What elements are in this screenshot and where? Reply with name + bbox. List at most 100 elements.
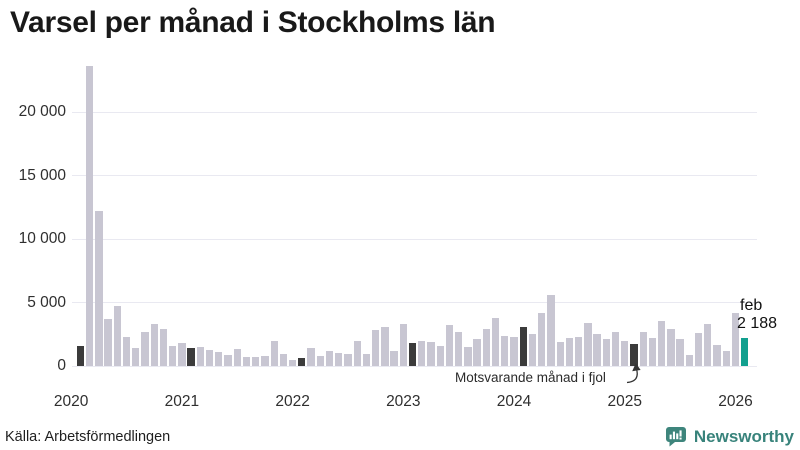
bar-2024-06 xyxy=(556,341,564,366)
bar-2020-02 xyxy=(76,346,85,366)
bar-2025-07 xyxy=(676,338,684,366)
x-tick-label-2020: 2020 xyxy=(53,393,89,410)
bar-2021-03 xyxy=(196,346,204,366)
bar-2022-08 xyxy=(353,340,361,366)
source-note: Källa: Arbetsförmedlingen xyxy=(5,429,171,445)
bar-2020-09 xyxy=(141,332,149,366)
y-tick-label-15000: 15 000 xyxy=(18,166,66,184)
newsworthy-wordmark: Newsworthy xyxy=(693,426,794,446)
bar-2023-02 xyxy=(408,343,417,366)
bar-2024-02 xyxy=(519,326,527,366)
bar-2022-05 xyxy=(325,350,334,366)
bar-2021-02 xyxy=(187,347,195,366)
bar-2020-06 xyxy=(113,305,121,366)
bar-2020-07 xyxy=(122,337,131,366)
bar-2021-10 xyxy=(261,356,269,366)
bar-2022-07 xyxy=(344,353,352,366)
bar-2023-12 xyxy=(501,335,509,366)
bar-2021-05 xyxy=(215,352,223,366)
bar-2023-09 xyxy=(473,338,481,366)
y-tick-label-20000: 20 000 xyxy=(18,103,66,120)
bar-2023-01 xyxy=(399,324,407,366)
bar-2021-08 xyxy=(242,357,251,366)
bar-2025-09 xyxy=(694,333,703,366)
bar-2024-03 xyxy=(528,334,537,367)
bar-2023-05 xyxy=(436,346,444,366)
gridline-0 xyxy=(72,365,757,367)
highlight-month: feb xyxy=(740,297,763,314)
bar-2023-11 xyxy=(491,317,500,366)
x-tick-label-2026: 2026 xyxy=(718,393,753,410)
bar-2021-04 xyxy=(205,349,214,366)
bar-2024-05 xyxy=(547,294,555,366)
bar-2020-04 xyxy=(95,211,103,366)
bar-2022-09 xyxy=(362,353,371,366)
bar-2026-01 xyxy=(731,313,740,366)
gridline-15000 xyxy=(72,175,757,176)
bar-2025-02 xyxy=(630,343,638,366)
bar-2022-03 xyxy=(307,348,315,366)
bar-2025-03 xyxy=(639,332,647,366)
bar-2023-08 xyxy=(464,347,472,366)
x-tick-label-2025: 2025 xyxy=(607,393,642,410)
bar-2024-04 xyxy=(538,313,546,366)
bar-2021-11 xyxy=(270,341,278,366)
bar-2020-08 xyxy=(132,347,140,366)
newsworthy-bubble-icon xyxy=(665,427,686,447)
bar-2025-11 xyxy=(713,345,721,366)
newsworthy-logo[interactable]: Newsworthy xyxy=(665,426,794,447)
bar-2022-04 xyxy=(316,356,324,366)
bar-2023-04 xyxy=(427,341,435,366)
bar-2023-07 xyxy=(455,331,463,366)
highlight-value-label: feb 2 188 xyxy=(737,297,777,333)
bar-2024-07 xyxy=(565,338,574,366)
gridline-20000 xyxy=(72,111,757,113)
y-tick-label-5000: 5 000 xyxy=(27,293,66,311)
bar-2020-03 xyxy=(85,66,94,366)
bar-2021-12 xyxy=(279,353,288,366)
bar-2025-08 xyxy=(685,354,693,366)
bar-2022-02 xyxy=(298,357,306,366)
bar-2023-06 xyxy=(445,325,454,366)
bar-2021-07 xyxy=(233,348,241,366)
bar-2020-11 xyxy=(159,329,168,366)
bar-2023-10 xyxy=(482,329,491,366)
bar-2021-06 xyxy=(224,354,232,366)
bar-2025-10 xyxy=(704,323,712,366)
bar-2022-06 xyxy=(335,353,343,366)
bar-2024-10 xyxy=(593,333,601,366)
bar-2022-01 xyxy=(288,360,297,366)
bar-2021-01 xyxy=(178,342,186,366)
bar-2025-05 xyxy=(658,320,666,366)
bar-2024-01 xyxy=(510,337,518,366)
x-tick-label-2021: 2021 xyxy=(164,393,200,410)
bar-2022-11 xyxy=(381,326,389,366)
bar-2022-12 xyxy=(390,350,398,366)
bar-2024-12 xyxy=(611,332,620,366)
bar-2025-04 xyxy=(648,337,657,366)
bar-2020-05 xyxy=(104,319,112,366)
bar-2020-12 xyxy=(169,345,177,366)
x-tick-label-2022: 2022 xyxy=(275,393,310,410)
gridline-5000 xyxy=(72,302,757,303)
bar-2021-09 xyxy=(252,356,260,366)
annotation-arrow-icon xyxy=(626,363,641,384)
bar-2024-08 xyxy=(574,337,583,366)
bar-2022-10 xyxy=(371,330,380,366)
highlight-value: 2 188 xyxy=(737,315,778,332)
annotation-last-year: Motsvarande månad i fjol xyxy=(455,370,606,385)
bar-2025-12 xyxy=(722,351,730,366)
gridline-10000 xyxy=(72,238,757,240)
x-tick-label-2023: 2023 xyxy=(386,393,421,410)
y-tick-label-10000: 10 000 xyxy=(18,230,66,247)
x-tick-label-2024: 2024 xyxy=(496,393,532,410)
bar-2024-09 xyxy=(584,322,592,366)
bar-2023-03 xyxy=(418,340,426,366)
bar-2024-11 xyxy=(602,338,610,366)
bar-2026-02 xyxy=(741,338,749,366)
bar-2020-10 xyxy=(150,324,158,366)
chart-title: Varsel per månad i Stockholms län xyxy=(10,6,496,39)
bar-2025-01 xyxy=(621,340,629,366)
y-tick-label-0: 0 xyxy=(57,357,66,374)
